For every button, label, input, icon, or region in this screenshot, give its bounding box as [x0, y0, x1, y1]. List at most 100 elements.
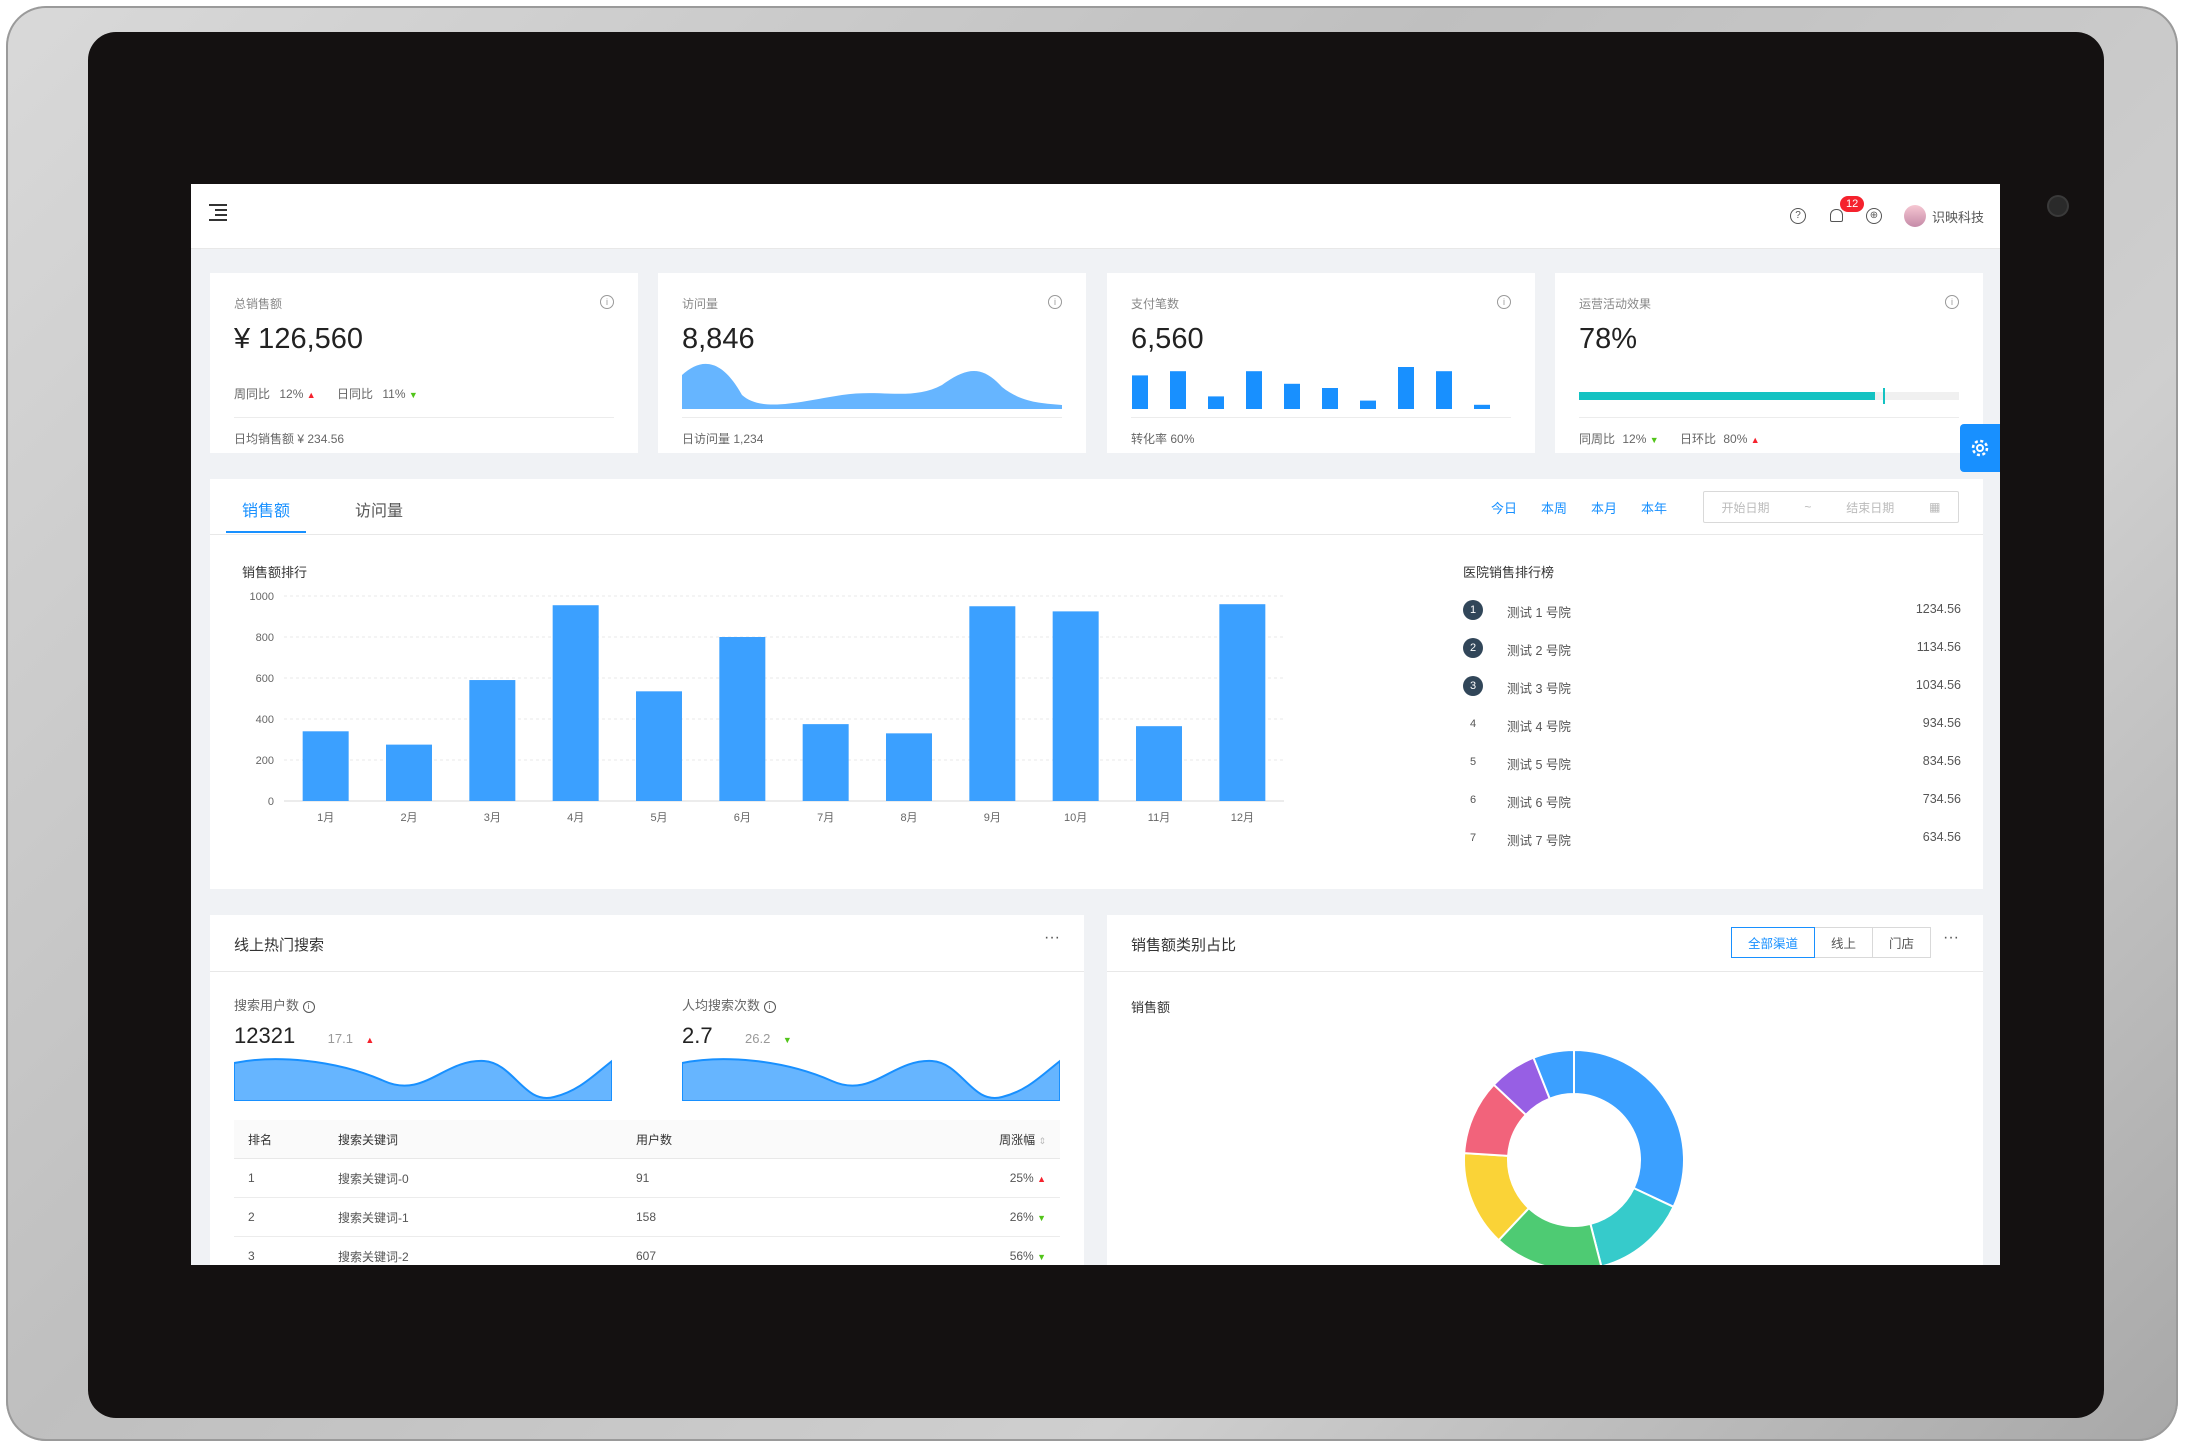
bar[interactable]: [552, 605, 599, 801]
range-today[interactable]: 今日: [1490, 501, 1517, 516]
ranking-item: 3 测试 3 号院 1034.56: [1463, 673, 1961, 711]
tab-visits[interactable]: 访问量: [355, 503, 404, 520]
cell-users: 607: [622, 1236, 824, 1265]
bar[interactable]: [636, 691, 682, 801]
trend-label: 日同比: [337, 387, 374, 401]
user-menu[interactable]: 识映科技: [1903, 205, 1984, 227]
donut-slice[interactable]: [1573, 1048, 1685, 1209]
trend-value: 12%: [1622, 432, 1647, 446]
mini-bar: [1246, 371, 1262, 409]
cell-keyword[interactable]: 搜索关键词-0: [324, 1158, 622, 1198]
bar[interactable]: [302, 731, 349, 801]
rank-value: 1134.56: [1916, 640, 1961, 654]
cell-keyword[interactable]: 搜索关键词-2: [324, 1236, 622, 1265]
avg-search-metric: 2.7 26.2 ▼: [682, 1023, 792, 1049]
bar[interactable]: [1136, 726, 1182, 801]
calendar-icon: ▦: [1929, 500, 1941, 514]
help-icon[interactable]: ?: [1789, 208, 1806, 224]
table-row[interactable]: 3 搜索关键词-2 607 56% ▼: [234, 1236, 1060, 1265]
mini-bar: [1436, 371, 1452, 409]
globe-icon[interactable]: ⊕: [1865, 208, 1882, 224]
bar[interactable]: [1219, 604, 1266, 801]
kpi-footer: 转化率 60%: [1131, 417, 1511, 447]
x-tick-label: 9月: [984, 812, 1001, 824]
table-row[interactable]: 1 搜索关键词-0 91 25% ▲: [234, 1158, 1060, 1198]
footer-label: 转化率: [1131, 432, 1168, 446]
rank-value: 1034.56: [1915, 678, 1961, 692]
sort-icon[interactable]: ⇕: [1038, 1135, 1046, 1146]
cell-rank: 3: [234, 1236, 324, 1265]
tab-sales[interactable]: 销售额: [242, 503, 291, 520]
bar[interactable]: [886, 733, 932, 801]
card-title: 销售额类别占比: [1131, 937, 1237, 954]
bar[interactable]: [719, 637, 766, 801]
start-date-placeholder[interactable]: 开始日期: [1721, 500, 1770, 515]
ranking-item: 4 测试 4 号院 934.56: [1463, 711, 1961, 749]
range-year[interactable]: 本年: [1640, 501, 1667, 516]
rank-name: 测试 6 号院: [1507, 796, 1571, 810]
col-change[interactable]: 周涨幅 ⇕: [823, 1120, 1060, 1159]
bar[interactable]: [386, 744, 432, 801]
search-users-value: 12321: [234, 1023, 296, 1048]
caret-down-icon: ▼: [408, 390, 418, 400]
card-title: 线上热门搜索: [234, 937, 325, 954]
segment-online[interactable]: 线上: [1813, 927, 1873, 958]
rank-number: 3: [1463, 676, 1483, 696]
col-users[interactable]: 用户数: [622, 1120, 824, 1159]
bar[interactable]: [802, 724, 849, 801]
rank-number: 2: [1463, 638, 1483, 658]
y-tick-label: 1000: [250, 591, 274, 603]
sales-bar-chart: 0 200 400 600 800 1000 1月 2月 3月 4月 5月 6月 7月 8月 9月 10月 11…: [250, 591, 1284, 824]
kpi-title: 访问量: [682, 297, 719, 311]
caret-down-icon: ▼: [782, 1035, 792, 1045]
ranking-item: 1 测试 1 号院 1234.56: [1463, 597, 1961, 635]
segment-store[interactable]: 门店: [1871, 927, 1931, 958]
settings-drawer-button[interactable]: [1960, 424, 2000, 472]
info-icon[interactable]: i: [1497, 295, 1511, 309]
bell-icon[interactable]: 12: [1828, 196, 1865, 224]
info-icon[interactable]: i: [302, 1000, 315, 1013]
rank-name: 测试 7 号院: [1507, 834, 1571, 848]
info-icon[interactable]: i: [600, 295, 614, 309]
info-icon[interactable]: i: [763, 1000, 776, 1013]
bar[interactable]: [469, 680, 516, 801]
rank-value: 734.56: [1922, 792, 1961, 806]
mini-bar: [1132, 375, 1148, 409]
kpi-card-payments: 支付笔数 i 6,560 转化率 60%: [1107, 273, 1535, 453]
more-icon[interactable]: ···: [1044, 929, 1060, 946]
table-row[interactable]: 2 搜索关键词-1 158 26% ▼: [234, 1197, 1060, 1237]
trend-value: 11%: [382, 387, 406, 401]
col-rank: 排名: [234, 1120, 324, 1159]
x-tick-label: 4月: [567, 812, 584, 824]
bar[interactable]: [969, 606, 1016, 801]
info-icon[interactable]: i: [1048, 295, 1062, 309]
bar[interactable]: [1052, 611, 1099, 801]
more-icon[interactable]: ···: [1943, 929, 1959, 946]
end-date-placeholder[interactable]: 结束日期: [1846, 500, 1895, 515]
mini-bar: [1322, 388, 1338, 409]
menu-fold-icon[interactable]: [209, 204, 229, 222]
caret-up-icon: ▲: [1037, 1174, 1046, 1184]
range-week[interactable]: 本周: [1540, 501, 1567, 516]
rank-name: 测试 2 号院: [1507, 644, 1571, 658]
donut-slice[interactable]: [1532, 1048, 1575, 1100]
donut-slice[interactable]: [1589, 1186, 1675, 1265]
caret-up-icon: ▲: [365, 1035, 375, 1045]
range-month[interactable]: 本月: [1590, 501, 1617, 516]
mini-bar: [1170, 371, 1186, 409]
keyword-table: 排名 搜索关键词 用户数 周涨幅 ⇕ 1 搜索关键词-0 91 25% ▲ 2 搜索关键词…: [234, 1120, 1060, 1265]
date-range-picker[interactable]: 开始日期 ~ 结束日期 ▦: [1703, 491, 1959, 523]
segment-all[interactable]: 全部渠道: [1730, 927, 1815, 958]
kpi-footer: 日访问量 1,234: [682, 417, 1062, 447]
rank-value: 934.56: [1922, 716, 1961, 730]
cell-keyword[interactable]: 搜索关键词-1: [324, 1197, 622, 1237]
rank-name: 测试 3 号院: [1507, 682, 1571, 696]
ranking-item: 5 测试 5 号院 834.56: [1463, 749, 1961, 787]
rank-value: 634.56: [1922, 830, 1961, 844]
rank-number: 5: [1469, 756, 1477, 768]
trend-label: 日环比: [1680, 432, 1717, 446]
cell-rank: 1: [234, 1158, 324, 1198]
ranking-list: 1 测试 1 号院 1234.56 2 测试 2 号院 1134.56 3 测试 3 号院 10…: [1463, 597, 1961, 863]
footer-label: 日均销售额: [234, 432, 295, 446]
info-icon[interactable]: i: [1945, 295, 1959, 309]
